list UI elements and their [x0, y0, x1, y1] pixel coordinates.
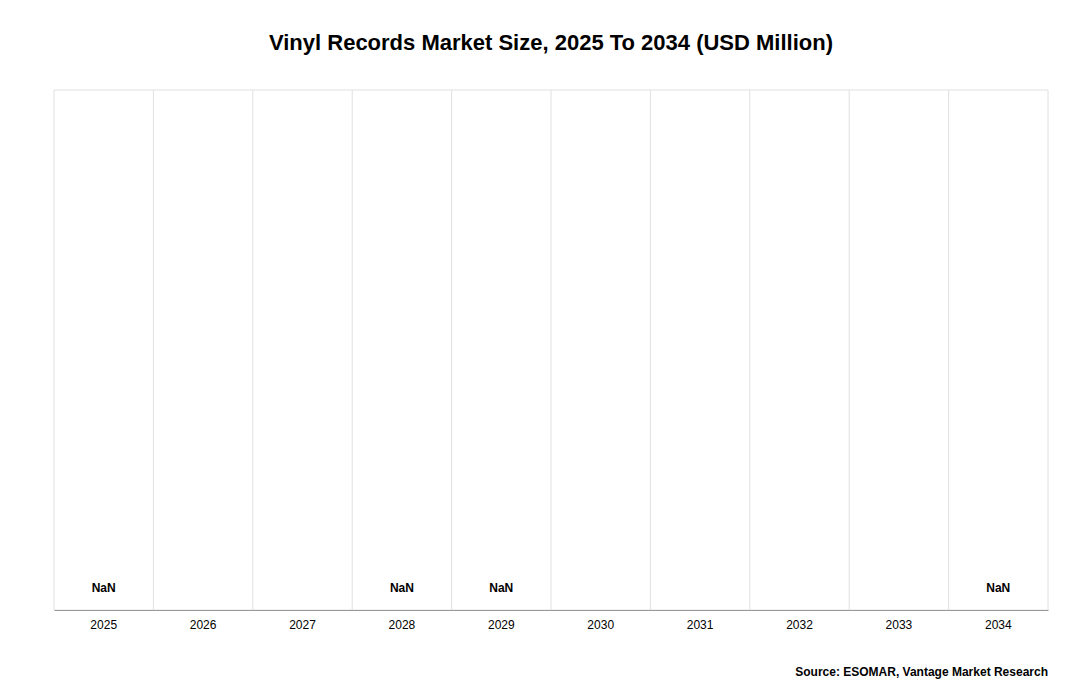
- tick-label: 2026: [190, 618, 217, 632]
- data-label: NaN: [390, 581, 414, 595]
- range-borders: [54, 90, 1048, 610]
- tick-label: 2032: [786, 618, 813, 632]
- tick: 2028: [389, 610, 416, 632]
- x-axis: 2025 2026 2027 2028 2029 2030 2031 2032 2033 2034: [55, 610, 1049, 632]
- source: Source: ESOMAR, Vantage Market Research: [795, 665, 1048, 679]
- grid-line: [749, 90, 750, 610]
- chart: 2025 2026 2027 2028 2029 2030 2031 2032 2033 2034…: [0, 0, 1080, 700]
- grid-line: [650, 90, 651, 610]
- grid-line: [252, 90, 253, 610]
- axis-line: [55, 610, 1049, 611]
- data-labels: NaN NaN NaN NaN: [92, 581, 1011, 595]
- tick-label: 2029: [488, 618, 515, 632]
- data-label: NaN: [92, 581, 116, 595]
- tick-label: 2033: [886, 618, 913, 632]
- tick-label: 2034: [985, 618, 1012, 632]
- tick-label: 2025: [90, 618, 117, 632]
- grid-line: [849, 90, 850, 610]
- grid-line: [948, 90, 949, 610]
- grid-line: [1048, 90, 1049, 610]
- grid-line: [153, 90, 154, 610]
- tick: 2026: [190, 610, 217, 632]
- data-label: NaN: [489, 581, 513, 595]
- grid: [54, 90, 1048, 610]
- range-border: [54, 90, 1048, 91]
- tick: 2030: [587, 610, 614, 632]
- range-border: [54, 610, 1048, 611]
- tick: 2025: [90, 610, 117, 632]
- data-label: NaN: [986, 581, 1010, 595]
- tick-label: 2031: [687, 618, 714, 632]
- title: Vinyl Records Market Size, 2025 To 2034 …: [269, 30, 833, 55]
- tick: 2033: [886, 610, 913, 632]
- tick: 2032: [786, 610, 813, 632]
- tick: 2027: [289, 610, 316, 632]
- tick-label: 2027: [289, 618, 316, 632]
- tick: 2031: [687, 610, 714, 632]
- grid-line: [352, 90, 353, 610]
- tick-label: 2028: [389, 618, 416, 632]
- grid-line: [551, 90, 552, 610]
- tick: 2034: [985, 610, 1012, 632]
- plot-area: 2025 2026 2027 2028 2029 2030 2031 2032 2033 2034…: [54, 90, 1049, 632]
- tick-label: 2030: [587, 618, 614, 632]
- tick: 2029: [488, 610, 515, 632]
- grid-line: [54, 90, 55, 610]
- grid-line: [451, 90, 452, 610]
